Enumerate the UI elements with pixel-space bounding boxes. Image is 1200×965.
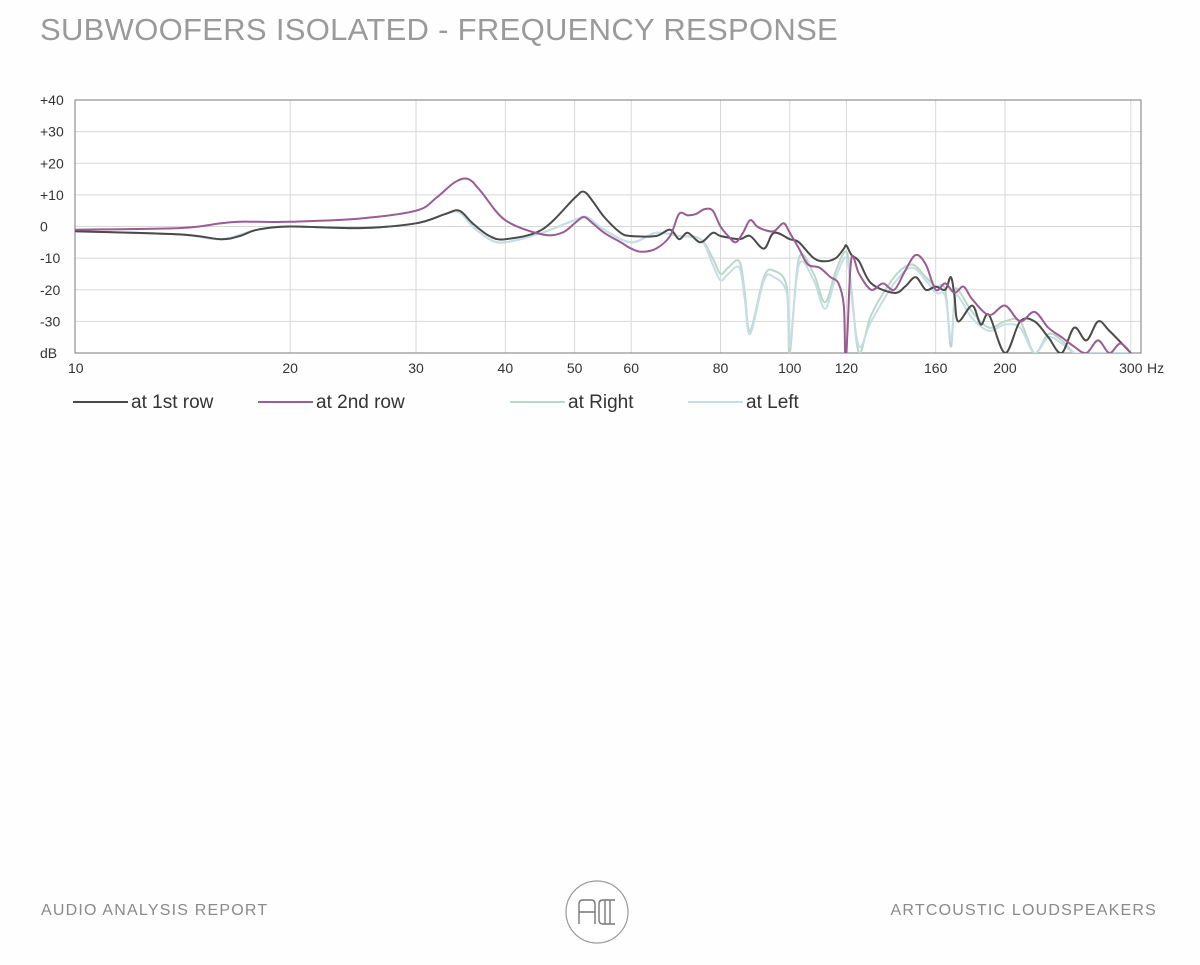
x-tick-label: 200 [993,360,1017,376]
footer-brand-label: ARTCOUSTIC LOUDSPEAKERS [890,902,1157,919]
x-tick-label: 20 [282,360,298,376]
y-tick-label: -30 [40,313,60,329]
ac-logo [565,880,629,944]
frequency-response-chart: +40 +30 +20 +10 0 -10 -20 -30 10 20 30 40 50 60 80 100… [40,92,1164,413]
legend: at 1st row at 2nd row at Right at Left [73,392,800,413]
legend-label: at Left [746,392,800,413]
legend-label: at Right [568,392,634,413]
x-tick-label: 50 [567,360,583,376]
legend-label: at 1st row [131,392,214,413]
series-line [75,177,1132,353]
y-tick-label: -20 [40,282,60,298]
y-tick-label: +30 [40,124,64,140]
x-tick-label: 120 [835,360,859,376]
x-tick-label: 40 [498,360,514,376]
page-title: SUBWOOFERS ISOLATED - FREQUENCY RESPONSE [40,12,839,47]
x-tick-label: 80 [713,360,729,376]
x-tick-label: 300 [1119,360,1143,376]
y-tick-label: 0 [40,219,48,235]
x-tick-label: 160 [924,360,948,376]
y-axis-unit: dB [40,345,57,361]
grid [75,100,1141,353]
legend-label: at 2nd row [316,392,405,413]
footer-report-label: AUDIO ANALYSIS REPORT [41,902,269,919]
x-tick-label: 100 [778,360,802,376]
y-tick-labels: +40 +30 +20 +10 0 -10 -20 -30 [40,92,64,329]
y-tick-label: +10 [40,187,64,203]
x-tick-label: 60 [623,360,639,376]
series-line [75,190,1132,353]
y-tick-label: +20 [40,155,64,171]
x-tick-labels: 10 20 30 40 50 60 80 100 120 160 200 300 [68,360,1143,376]
x-tick-label: 10 [68,360,84,376]
x-tick-label: 30 [408,360,424,376]
y-tick-label: +40 [40,92,64,108]
series-lines [75,177,1132,353]
x-axis-unit: Hz [1147,360,1164,376]
y-tick-label: -10 [40,250,60,266]
plot-frame [74,99,1142,354]
